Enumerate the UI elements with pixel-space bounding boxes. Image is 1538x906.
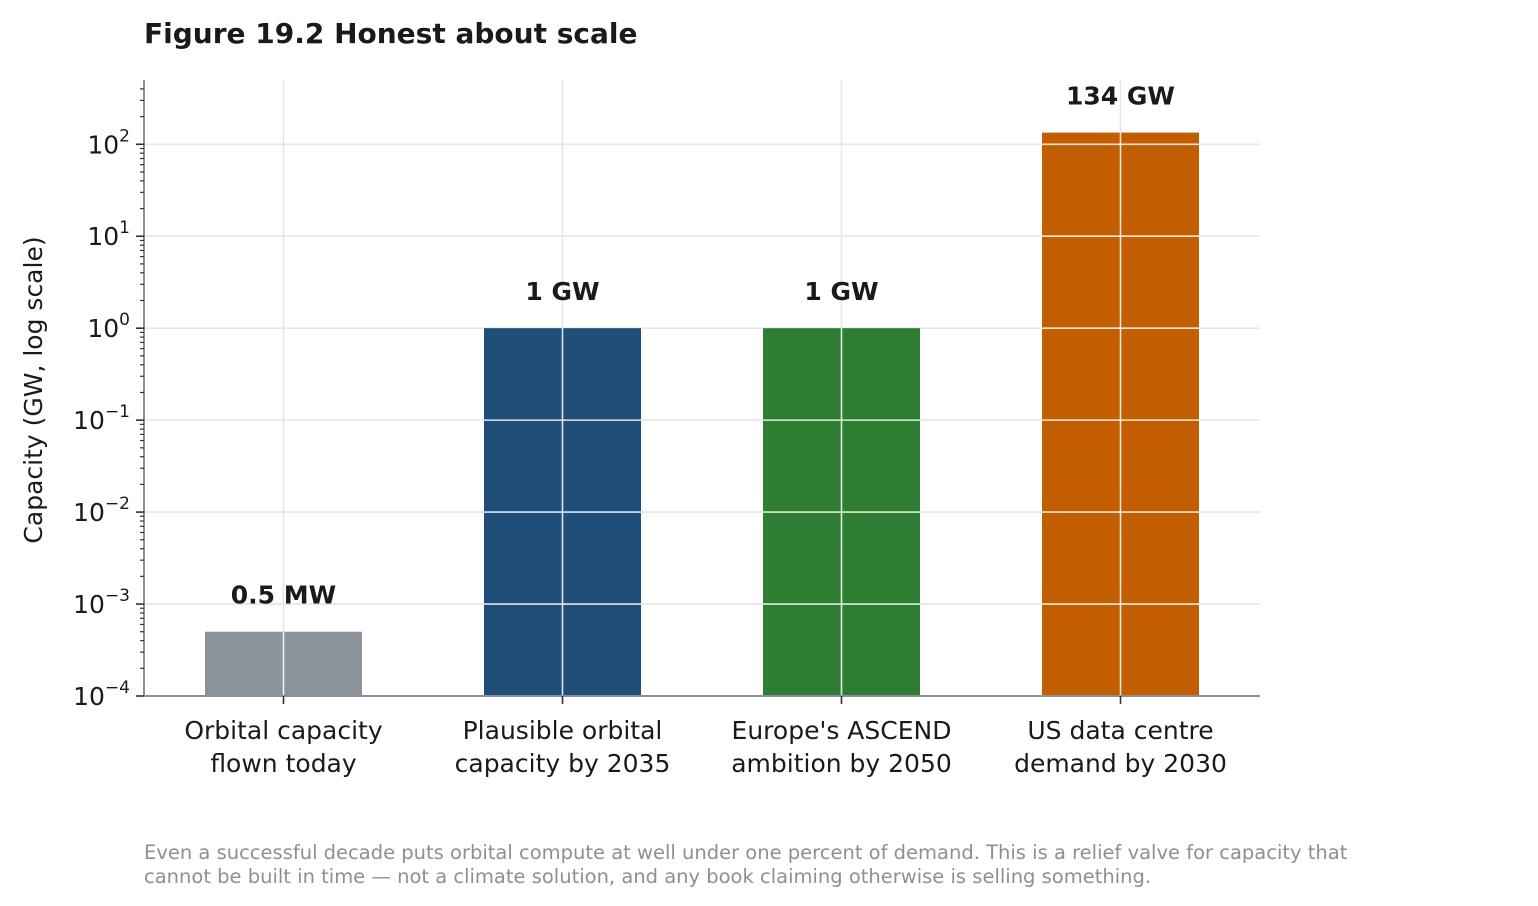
x-tick-label: Orbital capacity flown today bbox=[184, 716, 383, 778]
y-tick-label: 10−3 bbox=[73, 586, 130, 619]
vertical-grid-lines bbox=[282, 132, 1199, 696]
data-label: 1 GW bbox=[804, 277, 878, 306]
data-label: 1 GW bbox=[525, 277, 599, 306]
chart-title: Figure 19.2 Honest about scale bbox=[144, 17, 637, 50]
data-label: 134 GW bbox=[1066, 82, 1175, 111]
caption-line: Even a successful decade puts orbital co… bbox=[144, 841, 1348, 864]
y-tick-label: 10−2 bbox=[73, 494, 130, 527]
bars bbox=[205, 132, 1199, 696]
caption: Even a successful decade puts orbital co… bbox=[144, 841, 1348, 888]
y-tick-label: 102 bbox=[87, 126, 130, 159]
x-tick-label: Europe's ASCEND ambition by 2050 bbox=[731, 716, 952, 778]
x-tick-label: US data centre demand by 2030 bbox=[1014, 716, 1227, 778]
x-tick-labels: Orbital capacity flown today Plausible orb… bbox=[184, 716, 1227, 778]
data-label: 0.5 MW bbox=[231, 581, 336, 610]
caption-line: cannot be built in time — not a climate … bbox=[144, 865, 1151, 888]
y-tick-labels: 10−4 10−3 10−2 10−1 100 101 102 bbox=[73, 126, 130, 711]
axes bbox=[136, 80, 1260, 704]
x-tick-label: Plausible orbital capacity by 2035 bbox=[455, 716, 671, 778]
y-tick-label: 10−4 bbox=[73, 678, 130, 711]
y-axis-title: Capacity (GW, log scale) bbox=[19, 236, 48, 543]
y-tick-label: 10−1 bbox=[73, 402, 130, 435]
data-labels: 0.5 MW 1 GW 1 GW 134 GW bbox=[231, 82, 1175, 610]
y-tick-label: 101 bbox=[87, 218, 130, 251]
y-tick-label: 100 bbox=[87, 310, 130, 343]
